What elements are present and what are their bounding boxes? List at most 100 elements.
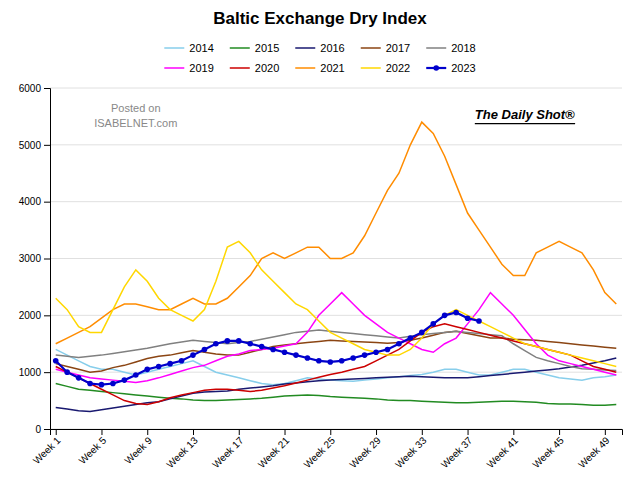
- legend-label: 2014: [189, 42, 213, 54]
- y-tick-label: 3000: [19, 253, 42, 264]
- series-marker: [179, 358, 185, 364]
- legend-item: 2015: [230, 42, 279, 54]
- x-tick-label: Week 41: [485, 434, 521, 470]
- grid-line: [50, 315, 622, 316]
- x-tick: Week 9: [122, 429, 154, 466]
- legend-label: 2022: [386, 62, 410, 74]
- series-marker: [476, 318, 482, 324]
- x-tick-label: Week 29: [347, 434, 383, 470]
- series-marker: [53, 358, 59, 364]
- y-tick: 1000: [19, 367, 50, 378]
- legend-item: 2022: [361, 62, 410, 74]
- x-tick-mark: [147, 429, 148, 435]
- series-marker: [122, 377, 128, 383]
- series-marker: [156, 364, 162, 370]
- x-tick-mark: [605, 429, 606, 435]
- legend-label: 2019: [189, 62, 213, 74]
- series-marker: [316, 358, 322, 364]
- legend-item: 2014: [164, 42, 213, 54]
- series-marker: [202, 347, 208, 353]
- legend-label: 2021: [320, 62, 344, 74]
- legend-label: 2023: [451, 62, 475, 74]
- legend-swatch: [230, 47, 250, 49]
- y-tick: 3000: [19, 253, 50, 264]
- x-tick: Week 33: [393, 429, 429, 470]
- series-marker: [305, 355, 311, 361]
- series-line: [56, 312, 479, 384]
- series-line: [56, 384, 617, 406]
- series-marker: [270, 347, 276, 353]
- x-tick: Week 45: [530, 429, 566, 470]
- legend-item: 2018: [426, 42, 475, 54]
- annotations: Posted on ISABELNET.com The Daily Shot®: [94, 102, 575, 129]
- y-tick-label: 6000: [19, 83, 42, 94]
- series-line: [56, 331, 617, 372]
- series-marker: [282, 349, 288, 355]
- annotation: Posted on: [111, 102, 161, 114]
- y-tick-label: 2000: [19, 310, 42, 321]
- legend-label: 2016: [320, 42, 344, 54]
- y-tick-label: 4000: [19, 196, 42, 207]
- y-axis: 0 1000 2000 3000 4000 5000 6000: [19, 83, 51, 435]
- series-marker: [236, 338, 242, 344]
- legend-swatch: [164, 67, 184, 69]
- annotation: The Daily Shot®: [475, 107, 575, 122]
- grid-line: [50, 88, 622, 89]
- annotation-underline: [475, 123, 575, 124]
- grid-line: [50, 144, 622, 145]
- series-marker: [293, 352, 299, 358]
- series-marker: [190, 352, 196, 358]
- title: Baltic Exchange Dry Index: [213, 9, 427, 28]
- series-marker: [350, 355, 356, 361]
- y-tick-label: 0: [35, 424, 41, 435]
- annotation: ISABELNET.com: [94, 117, 177, 129]
- series-line: [56, 122, 617, 344]
- series-marker: [453, 310, 459, 316]
- legend-label: 2015: [255, 42, 279, 54]
- y-tick-label: 5000: [19, 140, 42, 151]
- y-tick-mark: [44, 429, 50, 430]
- y-tick: 0: [35, 424, 50, 435]
- series-marker: [430, 321, 436, 327]
- x-tick-mark: [101, 429, 102, 435]
- legend-item: 2017: [361, 42, 410, 54]
- y-tick: 4000: [19, 196, 50, 207]
- series-line: [56, 293, 617, 383]
- x-tick-label: Week 9: [122, 434, 154, 466]
- legend-row: 2019 2020 2021 2022 2023: [164, 62, 475, 74]
- series-marker: [465, 315, 471, 321]
- y-tick-mark: [44, 259, 50, 260]
- x-tick: Week 37: [439, 429, 475, 470]
- x-tick-mark: [376, 429, 377, 435]
- x-tick: Week 21: [256, 429, 292, 470]
- x-tick-label: Week 5: [77, 434, 109, 466]
- x-tick: Week 5: [77, 429, 109, 466]
- x-tick-label: Week 13: [164, 434, 200, 470]
- series-marker: [99, 382, 105, 388]
- y-tick: 2000: [19, 310, 50, 321]
- x-tick: Week 13: [164, 429, 200, 470]
- x-tick-mark: [513, 429, 514, 435]
- legend-swatch: [361, 47, 381, 49]
- series-line: [56, 241, 617, 366]
- x-tick-label: Week 21: [256, 434, 292, 470]
- series-marker: [442, 313, 448, 319]
- series-marker: [385, 347, 391, 353]
- x-tick: Week 17: [210, 429, 246, 470]
- legend-label: 2017: [386, 42, 410, 54]
- x-tick-mark: [559, 429, 560, 435]
- series-marker: [247, 341, 253, 347]
- series-marker: [76, 375, 82, 381]
- legend: 2014 2015 2016 2017 2018 2019 2020 2021 2022 2023: [164, 42, 475, 74]
- legend-swatch: [361, 67, 381, 69]
- series-marker: [259, 344, 265, 350]
- series-marker: [144, 367, 150, 373]
- x-tick-mark: [56, 429, 57, 435]
- series-line: [56, 330, 617, 370]
- legend-row: 2014 2015 2016 2017 2018: [164, 42, 475, 54]
- series-marker: [373, 349, 379, 355]
- x-tick: Week 49: [576, 429, 612, 470]
- legend-item: 2020: [230, 62, 279, 74]
- series-marker: [396, 341, 402, 347]
- legend-label: 2018: [451, 42, 475, 54]
